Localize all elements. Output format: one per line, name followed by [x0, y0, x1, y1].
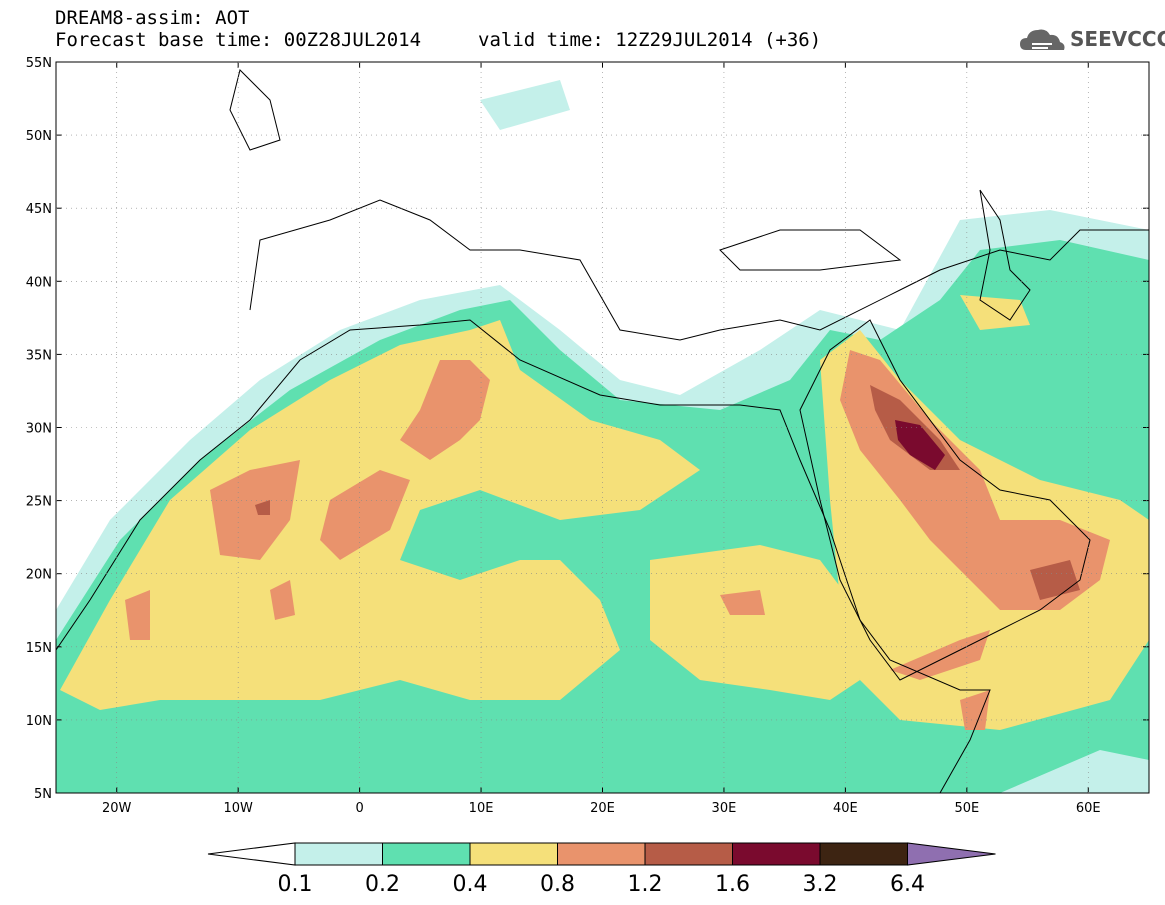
- colorbar-swatch: [732, 842, 821, 866]
- lat-label: 20N: [26, 568, 52, 583]
- lon-label: 0: [355, 801, 363, 816]
- colorbar: 0.1 0.2 0.4 0.8 1.2 1.6 3.2 6.4: [207, 842, 996, 897]
- coastline-black-sea: [719, 229, 902, 271]
- lat-label: 10N: [26, 714, 52, 729]
- aot-band-0.4: [960, 295, 1030, 330]
- colorbar-swatch: [294, 842, 383, 866]
- colorbar-label: 1.2: [628, 872, 663, 897]
- coastline-uk: [229, 69, 281, 151]
- colorbar-swatch: [644, 842, 733, 866]
- colorbar-label: 3.2: [803, 872, 838, 897]
- lon-axis: 20W 10W 0 10E 20E 30E 40E 50E 60E: [102, 62, 1101, 816]
- aot-band-0.1: [480, 80, 570, 130]
- lat-label: 35N: [26, 348, 52, 363]
- aot-band-0.8: [210, 460, 300, 560]
- aot-band-0.8: [400, 360, 490, 460]
- lat-label: 15N: [26, 641, 52, 656]
- lon-label: 40E: [833, 801, 858, 816]
- lon-label: 10E: [469, 801, 494, 816]
- colorbar-arrow-high: [907, 842, 996, 866]
- colorbar-swatch: [819, 842, 908, 866]
- colorbar-label: 0.4: [453, 872, 488, 897]
- valid-time: valid time: 12Z29JUL2014 (+36): [478, 29, 822, 51]
- forecast-base-time: Forecast base time: 00Z28JUL2014: [55, 29, 422, 51]
- lat-label: 30N: [26, 422, 52, 437]
- lat-label: 45N: [26, 202, 52, 217]
- cloud-icon: [1020, 29, 1065, 50]
- coastline-africa: [56, 319, 991, 793]
- lat-label: 40N: [26, 275, 52, 290]
- product-title: DREAM8-assim: AOT: [55, 7, 250, 29]
- aot-band-0.8: [320, 470, 410, 560]
- lat-label: 50N: [26, 129, 52, 144]
- colorbar-swatch: [469, 842, 558, 866]
- coastline-arabia: [799, 319, 1091, 681]
- lat-label: 55N: [26, 56, 52, 71]
- aot-band-0.8: [960, 690, 990, 730]
- colorbar-label: 0.2: [365, 872, 400, 897]
- colorbar-swatch: [382, 842, 471, 866]
- aot-band-0.4: [650, 545, 860, 700]
- lon-label: 50E: [954, 801, 979, 816]
- colorbar-label: 0.1: [278, 872, 313, 897]
- lat-label: 5N: [34, 787, 52, 802]
- aot-band-1.6: [895, 420, 945, 470]
- aot-band-1.2: [255, 500, 270, 515]
- coastline-caspian: [979, 189, 1031, 321]
- colorbar-arrow-low: [207, 842, 296, 866]
- lat-label: 25N: [26, 495, 52, 510]
- lon-label: 20W: [102, 801, 132, 816]
- seevccc-logo: SEEVCCC: [1070, 27, 1165, 51]
- aot-band-0.8: [890, 630, 990, 680]
- colorbar-swatch: [557, 842, 646, 866]
- aot-band-0.8: [125, 590, 150, 640]
- lon-label: 20E: [590, 801, 615, 816]
- coastlines: [56, 69, 1149, 793]
- colorbar-label: 0.8: [540, 872, 575, 897]
- colorbar-label: 1.6: [715, 872, 750, 897]
- aot-band-0.8: [720, 590, 765, 615]
- lon-label: 30E: [712, 801, 737, 816]
- lon-label: 60E: [1076, 801, 1101, 816]
- colorbar-label: 6.4: [890, 872, 925, 897]
- lon-label: 10W: [223, 801, 253, 816]
- coastline-europe: [249, 199, 1149, 341]
- aot-band-0.8: [270, 580, 295, 620]
